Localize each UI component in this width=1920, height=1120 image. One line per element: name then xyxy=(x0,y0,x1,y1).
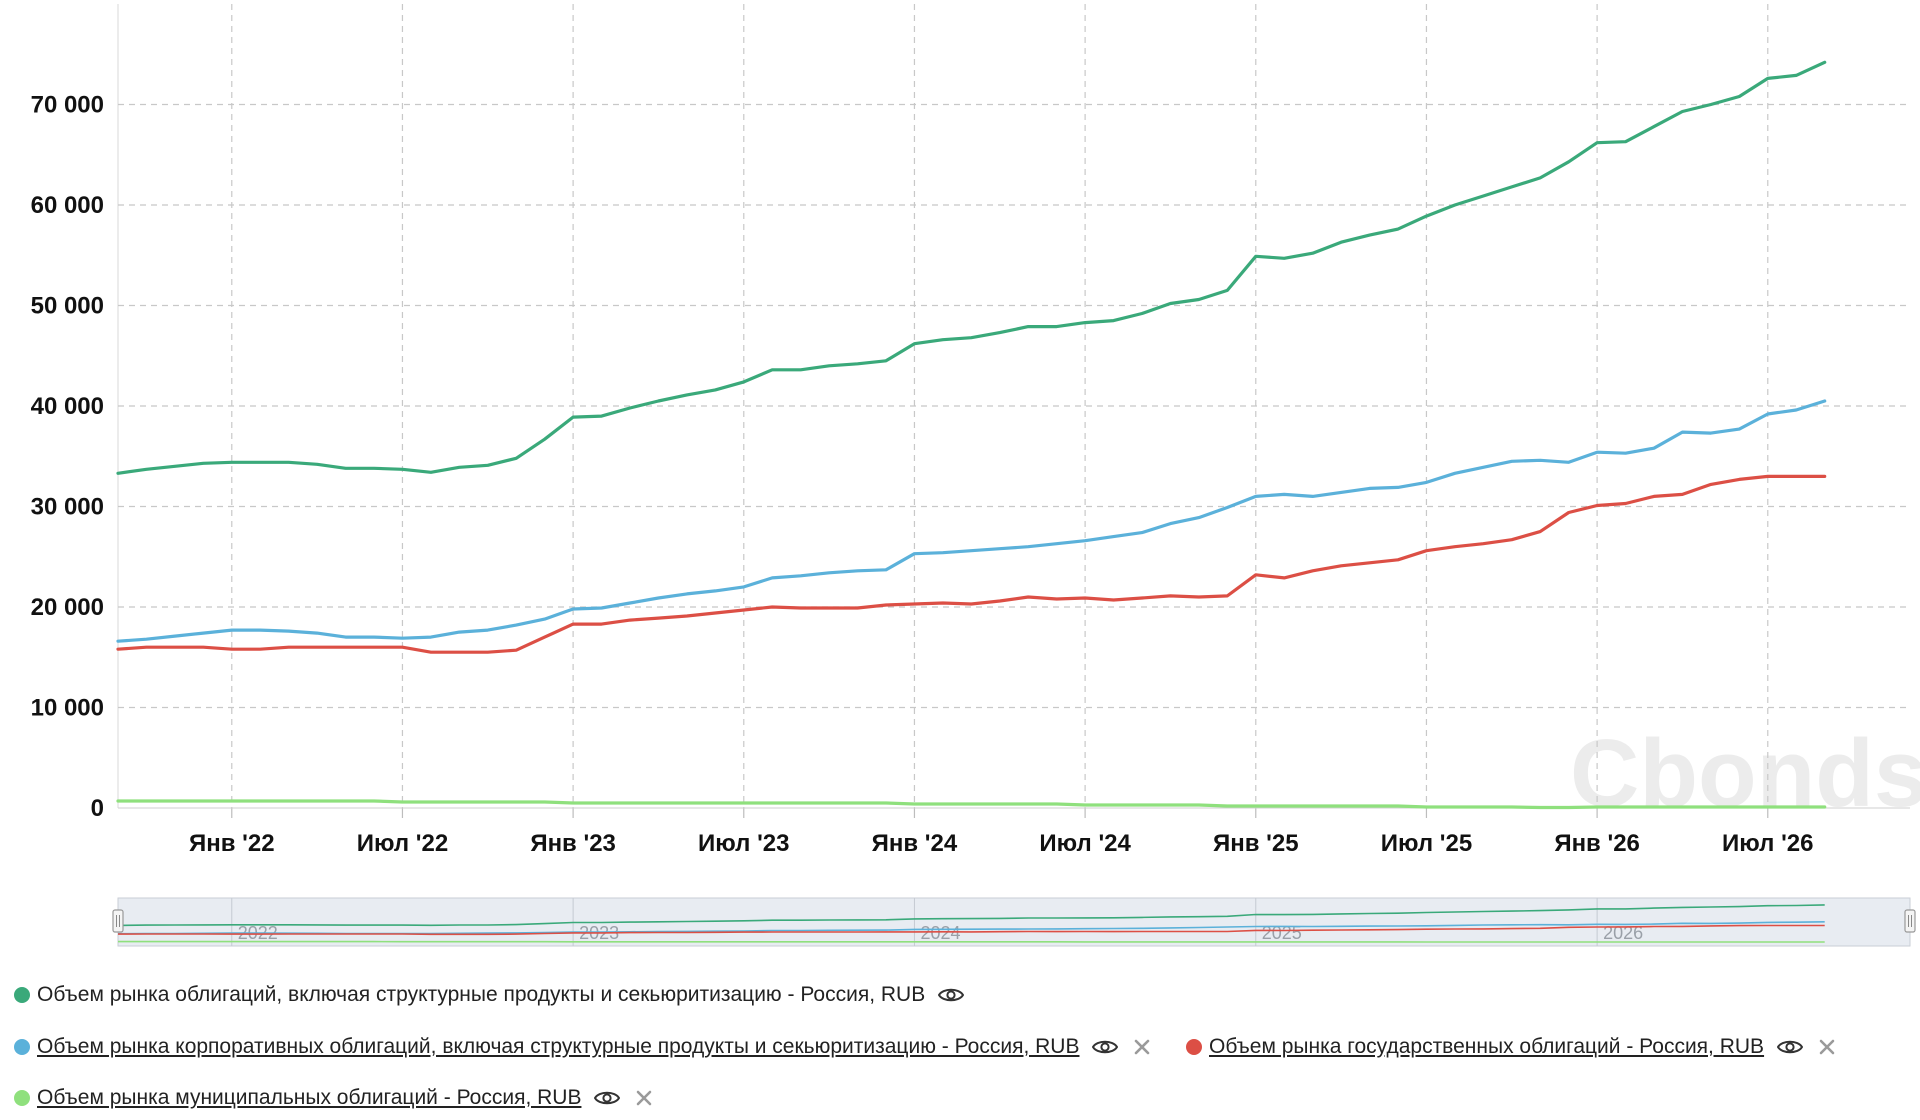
y-tick-label: 10 000 xyxy=(31,695,104,722)
navigator-left-handle[interactable] xyxy=(112,909,124,933)
navigator-series-line xyxy=(117,924,1825,936)
legend-item-total[interactable]: Объем рынка облигаций, включая структурн… xyxy=(14,983,965,1007)
x-axis: Янв '22 Июл '22 Янв '23 Июл '23 Янв '24 Июл '… xyxy=(118,807,1910,857)
navigator-range[interactable] xyxy=(117,897,1911,947)
legend-dot-total xyxy=(14,987,30,1003)
legend-dot-municipal xyxy=(14,1090,30,1106)
legend-item-government[interactable]: Объем рынка государственных облигаций - … xyxy=(1186,1035,1838,1059)
navigator-series-line xyxy=(117,904,1825,927)
y-tick-label: 40 000 xyxy=(31,393,104,420)
watermark: Cbonds xyxy=(1570,720,1920,827)
y-tick-label: 60 000 xyxy=(31,192,104,219)
legend-label-government[interactable]: Объем рынка государственных облигаций - … xyxy=(1209,1035,1765,1058)
legend-label-corporate[interactable]: Объем рынка корпоративных облигаций, вкл… xyxy=(37,1035,1080,1058)
series-line-municipal xyxy=(116,799,1827,810)
x-tick-label: Янв '26 xyxy=(1554,830,1640,857)
y-axis: 0 10 000 20 000 30 000 40 000 50 000 60 000 70 … xyxy=(31,92,104,823)
y-tick-label: 30 000 xyxy=(31,494,104,521)
close-icon[interactable] xyxy=(1816,1036,1838,1058)
x-tick-label: Июл '24 xyxy=(1039,830,1131,857)
eye-icon[interactable] xyxy=(1091,1037,1119,1057)
grid xyxy=(117,4,1910,808)
eye-icon[interactable] xyxy=(1776,1037,1804,1057)
legend-label-municipal[interactable]: Объем рынка муниципальных облигаций - Ро… xyxy=(37,1086,582,1109)
navigator-year-label: 2026 xyxy=(1603,923,1643,943)
y-tick-label: 70 000 xyxy=(31,92,104,119)
legend-dot-corporate xyxy=(14,1039,30,1055)
x-tick-label: Янв '25 xyxy=(1213,830,1299,857)
navigator-year-label: 2025 xyxy=(1262,923,1302,943)
navigator-year-label: 2024 xyxy=(920,923,960,943)
x-tick-label: Янв '23 xyxy=(530,830,616,857)
eye-icon[interactable] xyxy=(593,1088,621,1108)
y-tick-label: 0 xyxy=(91,795,104,822)
navigator-right-handle[interactable] xyxy=(1904,909,1916,933)
close-icon[interactable] xyxy=(1131,1036,1153,1058)
y-tick-label: 20 000 xyxy=(31,594,104,621)
series-line-government xyxy=(116,474,1827,654)
eye-icon[interactable] xyxy=(937,985,965,1005)
y-tick-label: 50 000 xyxy=(31,293,104,320)
x-tick-label: Июл '22 xyxy=(357,830,448,857)
legend-item-municipal[interactable]: Объем рынка муниципальных облигаций - Ро… xyxy=(14,1086,655,1110)
x-tick-label: Июл '26 xyxy=(1722,830,1813,857)
navigator[interactable]: 2022 2023 2024 2025 2026 xyxy=(112,897,1916,947)
close-icon[interactable] xyxy=(633,1087,655,1109)
legend-label-total: Объем рынка облигаций, включая структурн… xyxy=(37,983,926,1006)
legend-dot-government xyxy=(1186,1039,1202,1055)
x-tick-label: Янв '22 xyxy=(189,830,275,857)
series-lines xyxy=(116,60,1827,810)
x-tick-label: Янв '24 xyxy=(872,830,958,857)
x-tick-label: Июл '23 xyxy=(698,830,789,857)
series-line-corporate xyxy=(116,399,1827,643)
series-line-total xyxy=(116,60,1827,475)
legend-item-corporate[interactable]: Объем рынка корпоративных облигаций, вкл… xyxy=(14,1035,1153,1059)
x-tick-label: Июл '25 xyxy=(1381,830,1472,857)
